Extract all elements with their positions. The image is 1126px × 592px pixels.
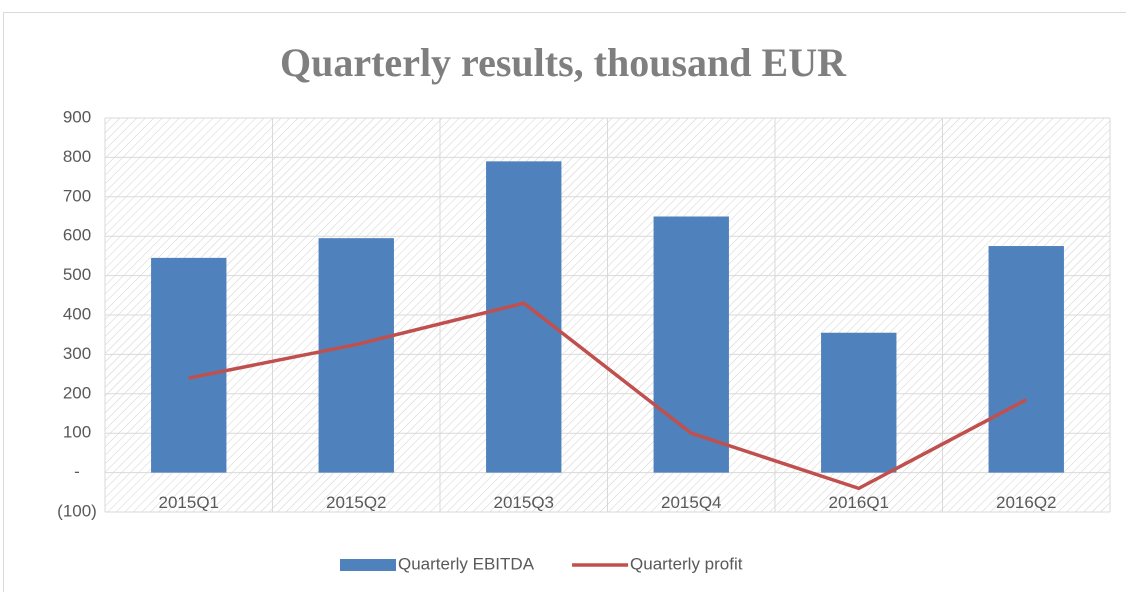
y-tick-label: 600: [63, 226, 91, 245]
bar: [988, 246, 1064, 473]
y-tick-label: (100): [57, 501, 97, 520]
x-tick-label: 2016Q2: [996, 493, 1057, 512]
bar: [318, 238, 394, 473]
y-tick-label: 500: [63, 265, 91, 284]
y-tick-label: 700: [63, 186, 91, 205]
chart-title: Quarterly results, thousand EUR: [280, 40, 847, 85]
chart-border: [3, 12, 1126, 592]
bar: [821, 332, 897, 473]
y-tick-label: 200: [63, 383, 91, 402]
x-tick-label: 2016Q1: [829, 493, 890, 512]
legend-label: Quarterly profit: [630, 554, 743, 573]
y-tick-label: 900: [63, 107, 91, 126]
bar: [151, 257, 227, 473]
legend-label: Quarterly EBITDA: [398, 554, 535, 573]
x-tick-label: 2015Q1: [159, 493, 220, 512]
y-tick-label: 100: [63, 423, 91, 442]
y-tick-label: 800: [63, 147, 91, 166]
y-tick-label: 400: [63, 304, 91, 323]
x-tick-label: 2015Q2: [326, 493, 387, 512]
x-tick-label: 2015Q4: [661, 493, 722, 512]
x-tick-label: 2015Q3: [494, 493, 555, 512]
bar: [486, 161, 562, 473]
y-tick-label: -: [74, 462, 80, 481]
bar: [653, 216, 729, 473]
y-tick-label: 300: [63, 344, 91, 363]
line: [188, 301, 1028, 491]
legend-swatch: [340, 559, 396, 571]
